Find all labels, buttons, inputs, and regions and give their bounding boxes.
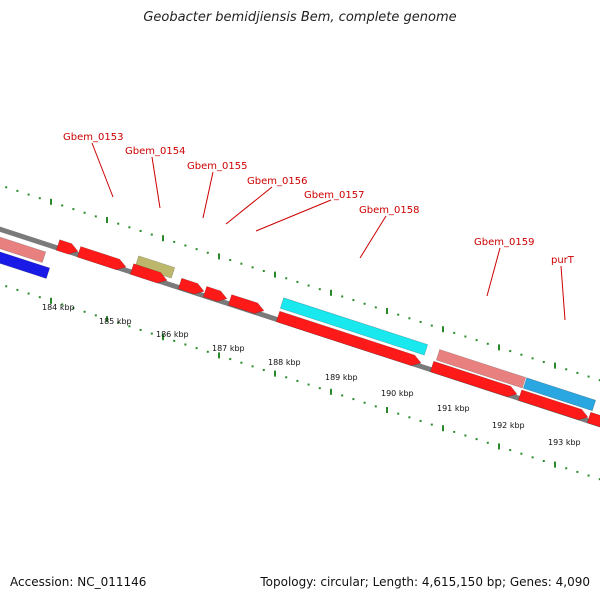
- callout-line-2: [202, 171, 214, 219]
- gene-label-gbem-0156[interactable]: Gbem_0156: [247, 176, 307, 187]
- feature-gbem-0158[interactable]: [279, 297, 429, 356]
- feature-gbem-0155[interactable]: [129, 263, 168, 284]
- outer-tick-track: [5, 186, 600, 382]
- kbp-label-190: 190 kbp: [381, 389, 414, 398]
- inner-tick-track: [5, 285, 600, 481]
- feature-purt-cds[interactable]: [517, 389, 589, 421]
- map-title: Geobacter bemidjiensis Bem, complete gen…: [143, 10, 457, 25]
- callout-line-7: [560, 265, 566, 321]
- feature-gbem-0157[interactable]: [227, 294, 265, 314]
- callout-line-0: [91, 142, 114, 198]
- feature-gbem-0159-cds[interactable]: [429, 360, 518, 398]
- gene-label-gbem-0154[interactable]: Gbem_0154: [125, 146, 185, 157]
- feature-gbem-0153[interactable]: [76, 246, 127, 271]
- gene-label-gbem-0153[interactable]: Gbem_0153: [63, 132, 123, 143]
- gene-label-gbem-0155[interactable]: Gbem_0155: [187, 161, 247, 172]
- gene-label-gbem-0159[interactable]: Gbem_0159: [474, 237, 534, 248]
- callout-line-4: [255, 199, 332, 232]
- gene-label-gbem-0157[interactable]: Gbem_0157: [304, 190, 364, 201]
- kbp-label-188: 188 kbp: [268, 358, 301, 367]
- kbp-label-193: 193 kbp: [548, 438, 581, 447]
- feature-right-edge[interactable]: [586, 411, 600, 429]
- callout-lines: [91, 142, 566, 321]
- feature-gbem-0158-cds[interactable]: [275, 310, 422, 366]
- callout-line-6: [486, 247, 501, 297]
- feature-gbem-0156-a[interactable]: [177, 277, 205, 295]
- gene-label-gbem-0158[interactable]: Gbem_0158: [359, 205, 419, 216]
- feature-gbem-0159[interactable]: [435, 349, 527, 389]
- callout-line-3: [225, 186, 273, 225]
- kbp-label-184: 184 kbp: [42, 303, 75, 312]
- genome-info-text: Topology: circular; Length: 4,615,150 bp…: [260, 575, 590, 589]
- kbp-label-186: 186 kbp: [156, 330, 189, 339]
- accession-text: Accession: NC_011146: [10, 575, 147, 589]
- feature-purt[interactable]: [522, 377, 597, 412]
- feature-gbem-0154[interactable]: [134, 255, 176, 279]
- kbp-label-185: 185 kbp: [99, 317, 132, 326]
- feature-track[interactable]: [0, 234, 600, 429]
- kbp-label-192: 192 kbp: [492, 421, 525, 430]
- feature-pink-left[interactable]: [0, 234, 47, 263]
- feature-gbem-0156-b[interactable]: [202, 286, 228, 302]
- callout-line-1: [151, 156, 161, 209]
- feature-gbem-0153-left[interactable]: [55, 239, 79, 255]
- callout-line-5: [359, 215, 387, 259]
- feature-blue-left[interactable]: [0, 249, 51, 279]
- kbp-label-187: 187 kbp: [212, 344, 245, 353]
- kbp-label-189: 189 kbp: [325, 373, 358, 382]
- kbp-label-191: 191 kbp: [437, 404, 470, 413]
- gene-label-purt[interactable]: purT: [551, 255, 575, 266]
